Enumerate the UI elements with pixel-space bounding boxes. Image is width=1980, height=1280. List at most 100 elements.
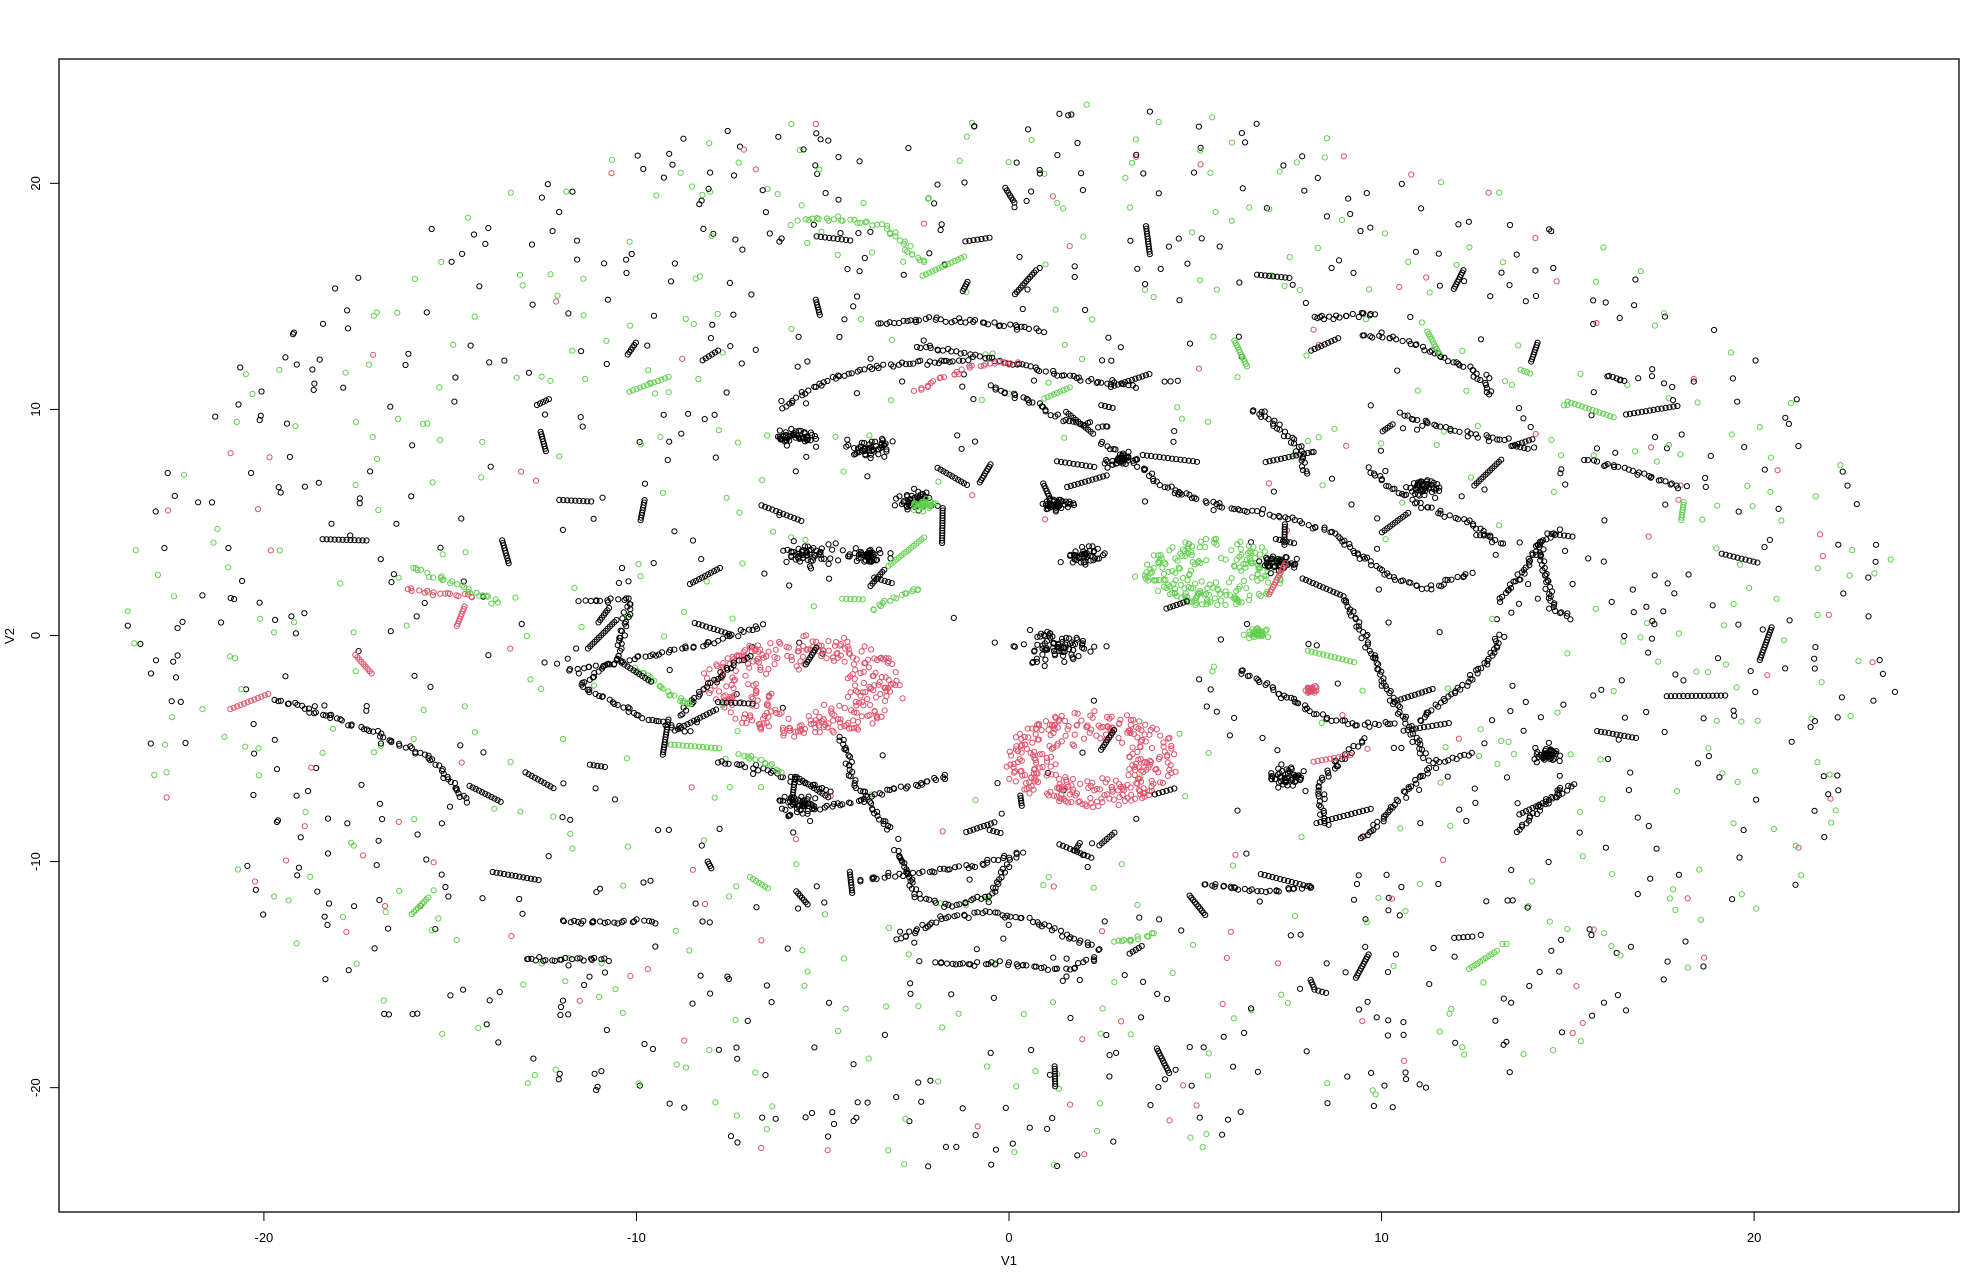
green-cluster-point: [1195, 558, 1202, 565]
scatter-point: [420, 706, 427, 714]
scatter-point: [1247, 1005, 1255, 1012]
scatter-point: [758, 1144, 765, 1152]
scatter-point: [310, 386, 317, 393]
red-cluster-point: [871, 682, 878, 689]
green-cluster-point: [1234, 541, 1241, 548]
red-cluster-point: [1129, 744, 1136, 751]
scatter-point: [802, 400, 810, 407]
scatter-point: [1680, 677, 1687, 684]
scatter-point: [844, 266, 851, 273]
scatter-point: [795, 905, 802, 912]
scatter-point: [732, 236, 739, 243]
scatter-point: [1735, 508, 1742, 515]
scatter-point: [701, 900, 709, 908]
scatter-point: [1756, 424, 1763, 431]
scatter-point: [325, 900, 333, 907]
scatter-point: [603, 337, 610, 344]
red-cluster-point: [1008, 752, 1015, 759]
scatter-point: [795, 333, 802, 340]
scatter-point: [292, 630, 299, 637]
scatter-point: [667, 278, 675, 285]
scatter-point: [700, 837, 708, 844]
scatter-point: [1172, 1066, 1179, 1073]
scatter-point: [1648, 373, 1656, 380]
scatter-point: [1713, 717, 1720, 724]
scatter-point: [461, 703, 468, 710]
scatter-point: [1231, 884, 1239, 892]
scatter-point: [985, 899, 992, 906]
scatter-point: [1730, 707, 1737, 714]
red-cluster-point: [723, 683, 730, 690]
scatter-point: [672, 927, 679, 934]
scatter-point: [1302, 299, 1310, 307]
scatter-point: [471, 313, 478, 320]
red-cluster-point: [1104, 776, 1111, 783]
scatter-point: [1520, 727, 1527, 734]
scatter-point: [274, 817, 282, 824]
scatter-point: [615, 579, 623, 587]
scatter-point: [850, 303, 857, 310]
scatter-point: [1242, 139, 1249, 146]
green-cluster-point: [1249, 574, 1256, 581]
curve-point: [956, 901, 963, 908]
curve-point: [924, 778, 931, 785]
scatter-point: [1171, 428, 1178, 435]
scatter-point: [226, 653, 233, 660]
scatter-point: [352, 419, 359, 426]
red-cluster-point: [1137, 778, 1145, 785]
red-cluster-point: [757, 666, 764, 674]
scatter-point: [1174, 404, 1181, 411]
scatter-point: [1670, 886, 1677, 893]
scatter-point: [1645, 533, 1652, 540]
green-cluster-point: [1261, 548, 1269, 555]
scatter-point: [660, 411, 667, 418]
red-cluster-point: [1042, 718, 1050, 725]
scatter-point: [569, 188, 576, 195]
scatter-point: [350, 629, 357, 636]
scatter-point: [861, 254, 868, 262]
scatter-point: [371, 945, 378, 952]
scatter-point: [1825, 611, 1832, 618]
red-cluster-point: [779, 727, 786, 734]
scatter-point: [321, 702, 328, 709]
red-cluster-point: [1069, 775, 1077, 783]
scatter-point: [1746, 584, 1753, 591]
scatter-point: [714, 310, 721, 318]
scatter-point: [1009, 1140, 1016, 1147]
scatter-point: [1879, 670, 1887, 678]
scatter-point: [1305, 640, 1312, 648]
scatter-point: [1793, 396, 1800, 403]
scatter-point: [1811, 718, 1819, 725]
scatter-point: [1402, 908, 1409, 915]
scatter-point: [1499, 259, 1507, 266]
green-cluster-point: [1246, 548, 1253, 555]
scatter-point: [599, 494, 606, 501]
scatter-point: [1766, 536, 1774, 544]
red-cluster-point: [861, 643, 868, 650]
scatter-point: [1013, 159, 1020, 166]
red-cluster-point: [1116, 720, 1123, 727]
red-cluster-point: [852, 699, 859, 706]
scatter-point: [748, 291, 755, 298]
scatter-point: [652, 943, 659, 950]
scatter-point: [1054, 199, 1061, 206]
scatter-point: [1672, 906, 1679, 914]
scatter-point: [762, 1072, 769, 1079]
scatter-point: [1602, 844, 1610, 851]
red-cluster-point: [1147, 758, 1155, 766]
scatter-point: [1711, 326, 1718, 334]
scatter-point: [1188, 1082, 1195, 1089]
scatter-point: [715, 427, 722, 434]
scatter-point: [464, 214, 471, 221]
red-cluster-point: [885, 655, 892, 662]
red-cluster-point: [755, 648, 762, 655]
red-cluster-point: [840, 634, 848, 642]
scatter-point: [358, 781, 365, 788]
scatter-point: [939, 828, 946, 835]
scatter-point: [744, 1017, 751, 1025]
scatter-point: [1767, 488, 1774, 495]
red-cluster-point: [830, 657, 837, 664]
scatter-point: [271, 893, 278, 900]
scatter-point: [804, 358, 811, 365]
curve-point: [456, 793, 463, 801]
